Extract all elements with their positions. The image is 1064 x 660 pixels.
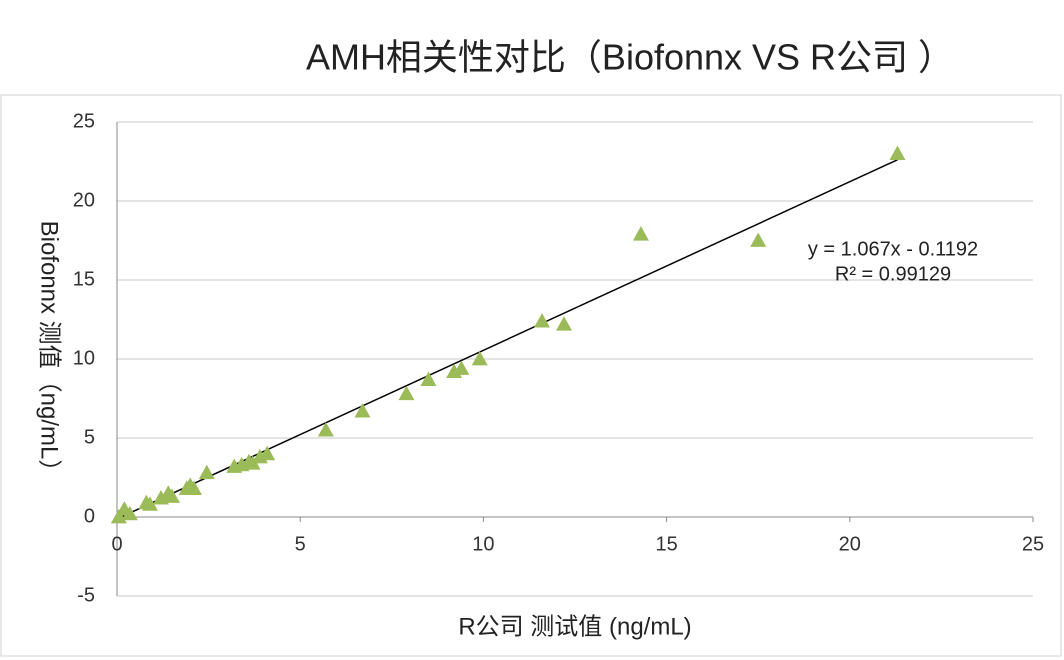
data-point: [354, 403, 371, 418]
data-point: [185, 480, 202, 495]
y-tick-label: -5: [77, 584, 95, 606]
data-point: [398, 385, 415, 401]
y-tick-label: 25: [73, 110, 95, 132]
data-point: [141, 496, 158, 511]
x-tick-label: 25: [1022, 533, 1044, 555]
data-point: [632, 226, 649, 241]
data-point: [152, 490, 169, 505]
r-squared: R² = 0.99129: [835, 263, 951, 285]
x-axis-label: R公司 测试值 (ng/mL): [458, 613, 691, 640]
x-tick-label: 0: [111, 533, 122, 555]
data-point: [259, 445, 276, 461]
y-tick-label: 20: [73, 189, 95, 211]
y-tick-label: 15: [73, 268, 95, 290]
x-tick-label: 10: [472, 533, 494, 555]
data-point: [471, 351, 488, 366]
y-tick-label: 10: [73, 347, 95, 369]
data-point: [534, 313, 551, 328]
data-point: [121, 505, 138, 521]
x-tick-label: 5: [295, 533, 306, 555]
chart-title: AMH相关性对比（Biofonnx VS R公司 ）: [306, 37, 954, 78]
data-point: [198, 464, 215, 480]
data-point: [889, 145, 906, 160]
data-point: [317, 422, 334, 437]
y-tick-label: 0: [84, 505, 95, 527]
data-point: [453, 360, 470, 375]
data-point: [163, 488, 180, 503]
y-tick-label: 5: [84, 426, 95, 448]
data-point: [420, 371, 437, 386]
chart-frame: [0, 94, 1062, 657]
x-tick-label: 15: [655, 533, 677, 555]
trendline-equation: y = 1.067x - 0.1192: [808, 238, 978, 260]
x-tick-label: 20: [839, 533, 861, 555]
data-point: [556, 316, 573, 331]
y-axis-label: Biofonnx 测值（ng/mL）: [36, 221, 63, 484]
data-point: [750, 232, 767, 247]
